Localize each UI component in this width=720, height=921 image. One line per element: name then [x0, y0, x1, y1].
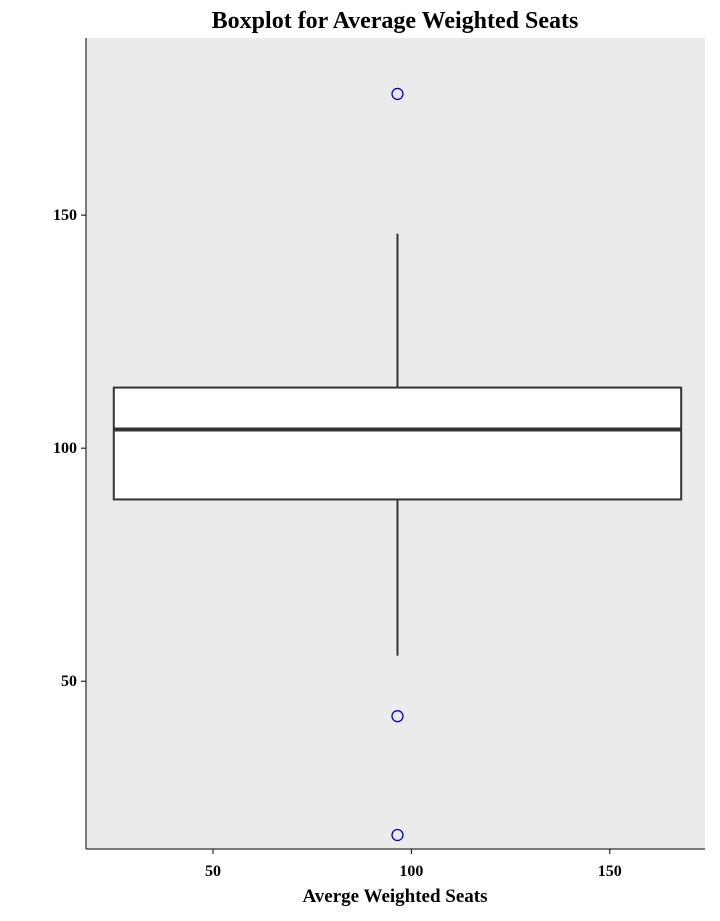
y-tick-label: 100 — [53, 440, 77, 457]
x-tick-label: 150 — [598, 863, 622, 880]
y-tick-label: 50 — [61, 673, 77, 690]
x-tick-label: 100 — [399, 863, 423, 880]
x-axis-title: Averge Weighted Seats — [302, 886, 487, 907]
chart-title: Boxplot for Average Weighted Seats — [212, 8, 579, 34]
outlier-point — [391, 828, 404, 842]
outlier-point — [391, 87, 404, 101]
box-iqr — [112, 386, 683, 501]
y-tick-label: 150 — [53, 207, 77, 224]
x-tick-label: 50 — [205, 863, 221, 880]
outlier-point — [391, 710, 404, 723]
